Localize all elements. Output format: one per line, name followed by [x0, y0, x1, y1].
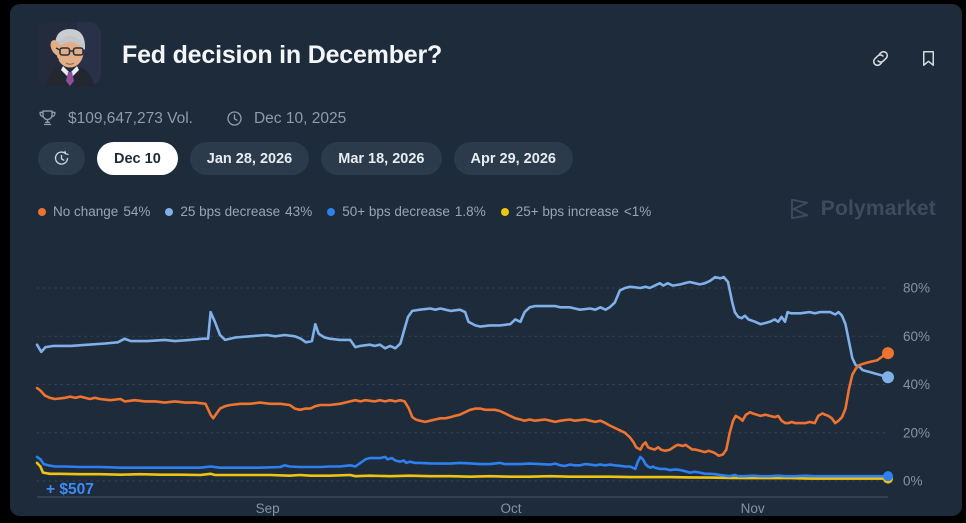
tab-jan-28-2026[interactable]: Jan 28, 2026: [189, 142, 310, 175]
stats-row: $109,647,273 Vol. Dec 10, 2025: [37, 107, 346, 130]
tab-mar-18-2026[interactable]: Mar 18, 2026: [321, 142, 442, 175]
svg-text:Sep: Sep: [256, 501, 280, 516]
legend-item-no-change[interactable]: No change 54%: [38, 204, 150, 219]
svg-text:Oct: Oct: [500, 501, 521, 516]
clock-history-icon: [54, 150, 69, 165]
volume-text: $109,647,273 Vol.: [68, 109, 193, 127]
legend-value: 54%: [123, 204, 151, 219]
svg-text:80%: 80%: [903, 281, 930, 296]
legend-dot-orange: [38, 207, 46, 216]
link-icon[interactable]: [870, 48, 891, 69]
polymarket-logo-icon: [790, 198, 808, 220]
probability-chart[interactable]: 0% 20% 40% 60% 80% Sep Oct Nov + $507: [10, 236, 962, 516]
svg-text:0%: 0%: [903, 474, 923, 489]
clock-icon: [227, 111, 242, 126]
legend-label: 25+ bps increase: [515, 204, 619, 219]
tab-apr-29-2026[interactable]: Apr 29, 2026: [453, 142, 573, 175]
jerome-powell-image: [37, 22, 101, 86]
page-title: Fed decision in December?: [122, 41, 443, 69]
legend-value: <1%: [623, 204, 652, 219]
position-value-label: + $507: [46, 481, 94, 498]
legend-item-25bps-decrease[interactable]: 25 bps decrease 43%: [165, 204, 312, 219]
polymarket-logo-text: Polymarket: [820, 197, 936, 220]
chart-legend: No change 54% 25 bps decrease 43% 50+ bp…: [38, 204, 651, 219]
legend-value: 43%: [285, 204, 313, 219]
svg-text:20%: 20%: [903, 425, 930, 440]
bookmark-icon[interactable]: [919, 48, 938, 69]
legend-label: 25 bps decrease: [180, 204, 281, 219]
close-date-text: Dec 10, 2025: [253, 109, 347, 127]
legend-label: 50+ bps decrease: [342, 204, 450, 219]
legend-item-50bps-decrease[interactable]: 50+ bps decrease 1.8%: [327, 204, 486, 219]
avatar: [37, 22, 101, 86]
legend-dot-yellow: [500, 207, 509, 216]
date-tabs: Dec 10 Jan 28, 2026 Mar 18, 2026 Apr 29,…: [38, 142, 573, 175]
legend-dot-lightblue: [165, 207, 174, 216]
legend-item-25bps-increase[interactable]: 25+ bps increase <1%: [500, 204, 652, 219]
legend-value: 1.8%: [454, 204, 486, 219]
trophy-icon: [39, 110, 56, 126]
market-card: Fed decision in December? $109,647,273 V…: [10, 4, 962, 516]
tab-dec-10[interactable]: Dec 10: [97, 142, 178, 175]
svg-text:60%: 60%: [903, 329, 930, 344]
chart-svg[interactable]: 0% 20% 40% 60% 80% Sep Oct Nov + $507: [10, 236, 962, 516]
legend-dot-blue: [327, 207, 336, 216]
polymarket-watermark: Polymarket: [786, 196, 936, 222]
legend-label: No change: [53, 204, 119, 219]
svg-text:Nov: Nov: [741, 501, 765, 516]
history-button[interactable]: [38, 142, 85, 175]
svg-text:40%: 40%: [903, 377, 930, 392]
